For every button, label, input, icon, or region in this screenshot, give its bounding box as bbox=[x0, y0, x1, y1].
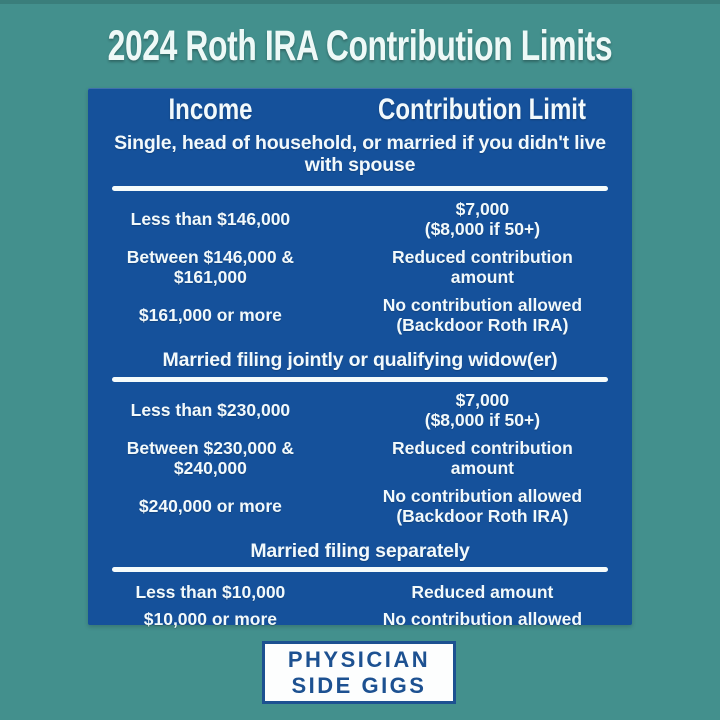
contribution-limits-table: Income Contribution Limit Single, head o… bbox=[88, 88, 632, 629]
table-row: $240,000 or more No contribution allowed… bbox=[88, 486, 632, 526]
table-row: $10,000 or more No contribution allowed bbox=[88, 609, 632, 631]
section-divider bbox=[112, 186, 608, 191]
logo-line-1: PHYSICIAN bbox=[287, 646, 431, 672]
table-row: Less than $146,000 $7,000 ($8,000 if 50+… bbox=[88, 199, 632, 239]
table-row: Less than $230,000 $7,000 ($8,000 if 50+… bbox=[88, 390, 632, 430]
income-cell: Between $146,000 & $161,000 bbox=[126, 247, 295, 287]
physician-side-gigs-logo: PHYSICIAN SIDE GIGS bbox=[262, 641, 456, 704]
limit-cell: $7,000 ($8,000 if 50+) bbox=[424, 390, 541, 430]
section-divider bbox=[112, 377, 608, 382]
income-cell: $240,000 or more bbox=[138, 495, 282, 516]
logo-line-2: SIDE GIGS bbox=[291, 672, 427, 698]
income-cell: Between $230,000 & $240,000 bbox=[126, 438, 295, 478]
limit-cell: Reduced contribution amount bbox=[391, 438, 573, 478]
limit-cell: Reduced amount bbox=[411, 582, 554, 603]
page-title: 2024 Roth IRA Contribution Limits bbox=[0, 22, 720, 71]
limit-cell: $7,000 ($8,000 if 50+) bbox=[424, 199, 541, 239]
page-title-text: 2024 Roth IRA Contribution Limits bbox=[107, 22, 613, 70]
section-heading-married-jointly: Married filing jointly or qualifying wid… bbox=[162, 349, 558, 371]
table-row: Less than $10,000 Reduced amount bbox=[88, 582, 632, 604]
section-heading-married-separately: Married filing separately bbox=[250, 540, 470, 562]
income-cell: Less than $230,000 bbox=[130, 399, 291, 420]
table-row: Between $230,000 & $240,000 Reduced cont… bbox=[88, 438, 632, 478]
column-header-contribution-limit: Contribution Limit bbox=[378, 93, 587, 126]
income-cell: $161,000 or more bbox=[138, 304, 282, 325]
income-cell: Less than $146,000 bbox=[130, 208, 291, 229]
limit-cell: No contribution allowed (Backdoor Roth I… bbox=[382, 486, 583, 526]
limit-cell: Reduced contribution amount bbox=[391, 247, 573, 287]
column-header-row: Income Contribution Limit bbox=[88, 90, 632, 130]
section-heading-single: Single, head of household, or married if… bbox=[114, 132, 606, 176]
table-row: $161,000 or more No contribution allowed… bbox=[88, 295, 632, 335]
limit-cell: No contribution allowed bbox=[382, 609, 583, 630]
column-header-income: Income bbox=[168, 93, 253, 126]
income-cell: Less than $10,000 bbox=[135, 582, 286, 603]
table-row: Between $146,000 & $161,000 Reduced cont… bbox=[88, 247, 632, 287]
section-divider bbox=[112, 567, 608, 572]
limit-cell: No contribution allowed (Backdoor Roth I… bbox=[382, 295, 583, 335]
income-cell: $10,000 or more bbox=[143, 609, 278, 630]
